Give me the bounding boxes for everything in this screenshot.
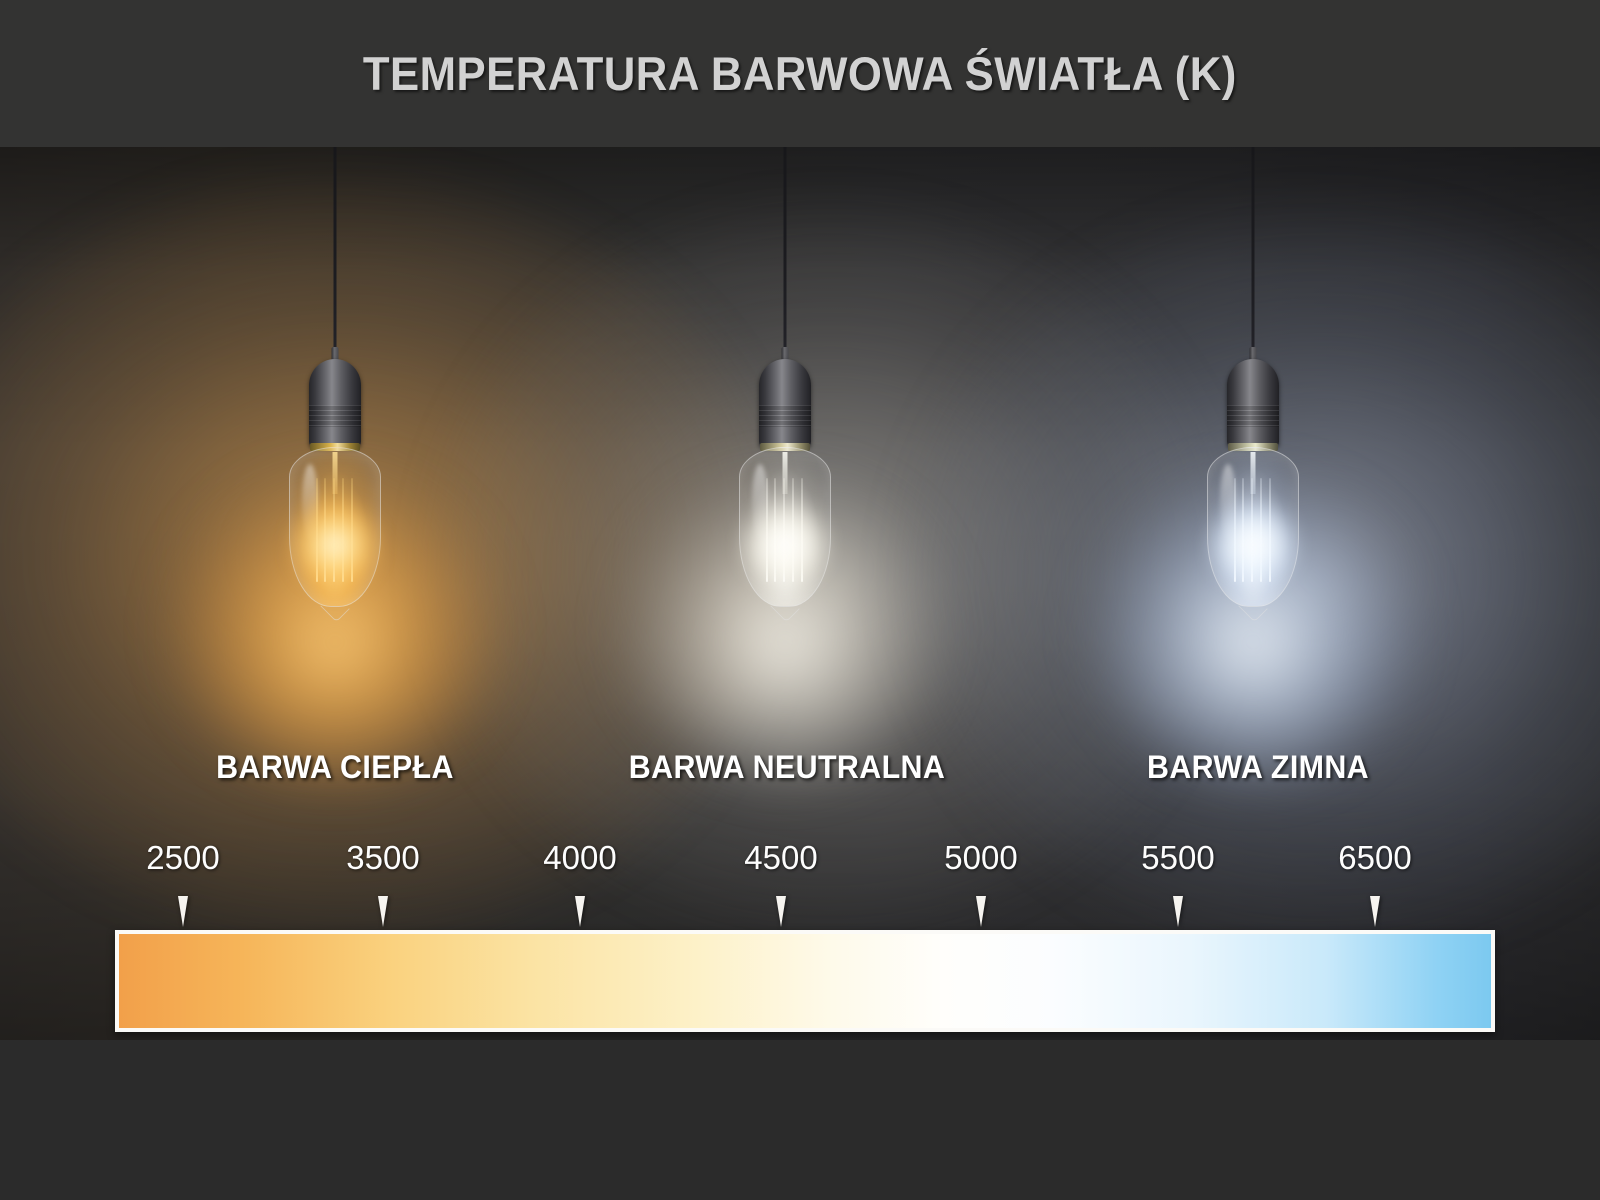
tick-marker-2500	[178, 896, 188, 927]
tick-label-3500: 3500	[346, 839, 420, 876]
warm-wall-glow	[0, 177, 790, 937]
tick-marker-6500	[1370, 896, 1380, 927]
tick-marker-3500	[378, 896, 388, 927]
color-temperature-gradient-bar	[115, 930, 1495, 1032]
lamp-socket	[1227, 359, 1279, 447]
tick-label-2500: 2500	[146, 839, 220, 876]
category-label-cool: BARWA ZIMNA	[1146, 749, 1370, 785]
bulb-glass	[739, 447, 831, 607]
filament-core-glow	[1210, 502, 1296, 588]
lamp-cord	[333, 147, 337, 359]
filament-core-glow	[292, 502, 378, 588]
tick-marker-5500	[1173, 896, 1183, 927]
tick-marker-4000	[575, 896, 585, 927]
tick-marker-5000	[976, 896, 986, 927]
bulb-scene: BARWA CIEPŁA BARWA NEUTRALNA BARWA ZIMNA…	[0, 147, 1600, 1040]
cord-tip	[331, 347, 339, 363]
page-title: TEMPERATURA BARWOWA ŚWIATŁA (K)	[363, 47, 1237, 100]
category-label-neutral: BARWA NEUTRALNA	[628, 749, 946, 785]
filament-stem	[1250, 452, 1256, 494]
bulb-glass	[1207, 447, 1299, 607]
filament-stem	[332, 452, 338, 494]
tick-label-4500: 4500	[744, 839, 818, 876]
lamp-socket	[759, 359, 811, 447]
filament-stem	[782, 452, 788, 494]
category-label-warm: BARWA CIEPŁA	[216, 749, 454, 785]
neutral-wall-glow	[430, 207, 1230, 927]
lamp-cord	[783, 147, 787, 359]
tick-label-5500: 5500	[1141, 839, 1215, 876]
cord-tip	[1249, 347, 1257, 363]
lamp-cord	[1251, 147, 1255, 359]
filament-core-glow	[742, 502, 828, 588]
footer-area	[0, 1040, 1600, 1200]
tick-label-4000: 4000	[543, 839, 617, 876]
tick-marker-4500	[776, 896, 786, 927]
lamp-socket	[309, 359, 361, 447]
cord-tip	[781, 347, 789, 363]
header-bar: TEMPERATURA BARWOWA ŚWIATŁA (K)	[0, 0, 1600, 147]
tick-label-6500: 6500	[1338, 839, 1412, 876]
bulb-glass	[289, 447, 381, 607]
tick-label-5000: 5000	[944, 839, 1018, 876]
